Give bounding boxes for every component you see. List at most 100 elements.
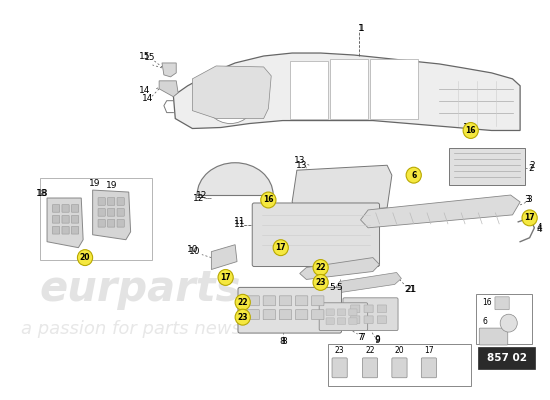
Polygon shape <box>162 63 176 77</box>
Text: 8: 8 <box>280 336 285 346</box>
Text: eurparts: eurparts <box>40 268 241 310</box>
Circle shape <box>463 122 478 138</box>
Circle shape <box>406 167 421 183</box>
Circle shape <box>273 240 288 256</box>
FancyBboxPatch shape <box>392 358 407 378</box>
FancyBboxPatch shape <box>495 297 509 310</box>
Text: 16: 16 <box>263 196 274 204</box>
Polygon shape <box>47 198 83 248</box>
Polygon shape <box>370 59 417 118</box>
Circle shape <box>78 250 92 266</box>
Text: 16: 16 <box>463 123 475 132</box>
Polygon shape <box>192 66 271 118</box>
Text: 19: 19 <box>106 181 117 190</box>
Polygon shape <box>159 81 178 97</box>
FancyBboxPatch shape <box>263 296 276 306</box>
FancyBboxPatch shape <box>351 305 360 312</box>
Polygon shape <box>173 53 520 130</box>
Text: 11: 11 <box>234 220 246 229</box>
FancyBboxPatch shape <box>72 226 79 234</box>
Text: 22: 22 <box>238 298 248 307</box>
Polygon shape <box>197 163 273 195</box>
Text: 18: 18 <box>36 188 47 198</box>
FancyBboxPatch shape <box>479 328 508 345</box>
Text: 7: 7 <box>358 332 364 342</box>
Text: 12: 12 <box>196 190 207 200</box>
FancyBboxPatch shape <box>52 205 59 212</box>
Text: 857 02: 857 02 <box>487 353 527 363</box>
FancyBboxPatch shape <box>72 216 79 223</box>
FancyBboxPatch shape <box>98 209 105 216</box>
FancyBboxPatch shape <box>247 310 260 320</box>
Circle shape <box>500 314 517 332</box>
Polygon shape <box>360 195 520 228</box>
Text: 7: 7 <box>360 332 365 342</box>
Polygon shape <box>300 258 379 280</box>
Text: 18: 18 <box>36 188 48 198</box>
FancyBboxPatch shape <box>364 305 373 312</box>
Text: 16: 16 <box>482 298 492 307</box>
Text: 17: 17 <box>424 346 434 356</box>
Text: 10: 10 <box>186 245 198 254</box>
FancyBboxPatch shape <box>117 209 124 216</box>
Text: 20: 20 <box>395 346 404 356</box>
Circle shape <box>235 294 250 310</box>
FancyBboxPatch shape <box>332 358 347 378</box>
FancyBboxPatch shape <box>279 310 292 320</box>
FancyBboxPatch shape <box>312 310 324 320</box>
Text: 14: 14 <box>139 86 151 95</box>
FancyBboxPatch shape <box>279 296 292 306</box>
Text: 15: 15 <box>144 54 156 62</box>
FancyBboxPatch shape <box>117 198 124 205</box>
Polygon shape <box>336 272 402 292</box>
Text: 22: 22 <box>365 346 375 356</box>
Text: 16: 16 <box>465 126 476 135</box>
Text: 1: 1 <box>358 24 364 33</box>
FancyBboxPatch shape <box>62 205 69 212</box>
FancyBboxPatch shape <box>52 226 59 234</box>
FancyBboxPatch shape <box>98 220 105 227</box>
Text: 3: 3 <box>527 196 532 204</box>
Circle shape <box>204 68 257 124</box>
Polygon shape <box>92 190 131 240</box>
Text: 23: 23 <box>335 346 344 356</box>
Text: 19: 19 <box>89 179 100 188</box>
Text: 11: 11 <box>234 217 246 226</box>
FancyBboxPatch shape <box>319 303 367 330</box>
FancyBboxPatch shape <box>52 216 59 223</box>
FancyBboxPatch shape <box>351 316 360 324</box>
FancyBboxPatch shape <box>108 220 115 227</box>
FancyBboxPatch shape <box>349 309 357 316</box>
Polygon shape <box>211 245 237 270</box>
FancyBboxPatch shape <box>72 205 79 212</box>
Text: 6: 6 <box>482 317 487 326</box>
FancyBboxPatch shape <box>263 310 276 320</box>
Circle shape <box>313 274 328 290</box>
FancyBboxPatch shape <box>252 203 380 266</box>
Polygon shape <box>449 148 525 185</box>
Text: 8: 8 <box>282 336 288 346</box>
Text: 14: 14 <box>142 94 153 103</box>
Text: 22: 22 <box>315 263 326 272</box>
Circle shape <box>313 260 328 276</box>
Text: 21: 21 <box>405 285 416 294</box>
FancyBboxPatch shape <box>338 318 345 324</box>
Text: 3: 3 <box>524 196 530 204</box>
Text: 21: 21 <box>404 285 416 294</box>
Text: 6: 6 <box>411 171 416 180</box>
Circle shape <box>235 309 250 325</box>
Text: 5: 5 <box>337 283 343 292</box>
FancyBboxPatch shape <box>377 305 387 312</box>
FancyBboxPatch shape <box>478 347 535 369</box>
Text: 13: 13 <box>294 156 305 165</box>
Polygon shape <box>292 165 392 212</box>
FancyBboxPatch shape <box>108 198 115 205</box>
Polygon shape <box>330 59 368 118</box>
FancyBboxPatch shape <box>326 318 334 324</box>
FancyBboxPatch shape <box>312 296 324 306</box>
FancyBboxPatch shape <box>98 198 105 205</box>
Text: 10: 10 <box>189 247 200 256</box>
FancyBboxPatch shape <box>326 309 334 316</box>
Text: 2: 2 <box>529 164 534 173</box>
Text: 13: 13 <box>296 161 307 170</box>
